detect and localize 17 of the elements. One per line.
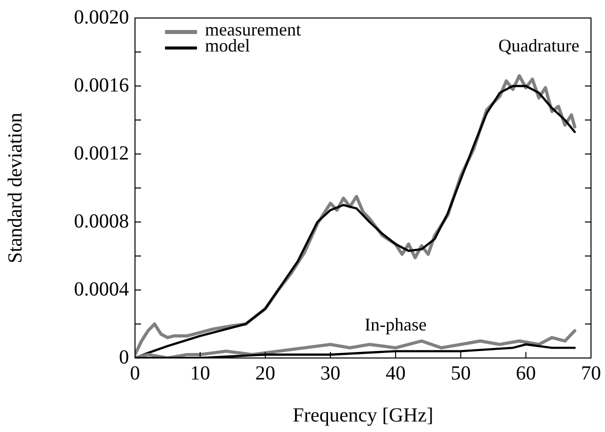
- x-tick-label: 20: [255, 362, 276, 384]
- y-tick-label: 0.0020: [74, 6, 129, 28]
- x-tick-label: 70: [581, 362, 601, 384]
- x-tick-label: 30: [320, 362, 340, 384]
- x-axis-title: Frequency [GHz]: [292, 404, 434, 426]
- x-tick-label: 50: [450, 362, 471, 384]
- x-tick-label: 60: [516, 362, 536, 384]
- y-tick-label: 0.0016: [74, 74, 129, 96]
- x-tick-label: 10: [190, 362, 210, 384]
- y-tick-label: 0.0004: [74, 278, 129, 300]
- y-tick-label: 0: [119, 346, 129, 368]
- annotation: In-phase: [364, 314, 427, 334]
- x-tick-label: 40: [386, 362, 406, 384]
- y-tick-label: 0.0012: [74, 142, 129, 164]
- y-axis-title: Standard deviation: [4, 112, 26, 264]
- annotation: Quadrature: [498, 36, 580, 56]
- y-tick-label: 0.0008: [74, 210, 129, 232]
